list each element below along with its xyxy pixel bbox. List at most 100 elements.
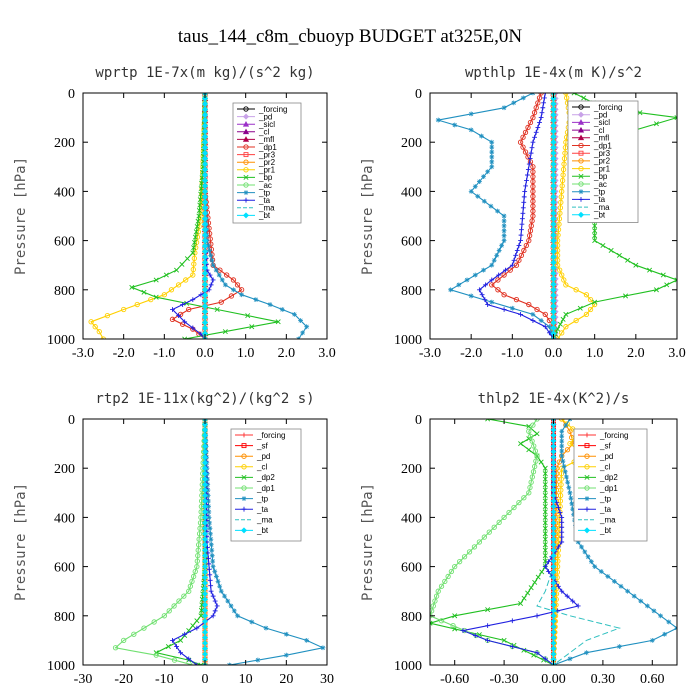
series-pr1-point bbox=[96, 328, 102, 335]
series-dp1-point bbox=[186, 306, 192, 313]
series-tp-point bbox=[566, 485, 572, 490]
series-tp-point bbox=[489, 159, 495, 165]
series-bp-point bbox=[129, 284, 135, 290]
series-pr1-point bbox=[558, 194, 564, 200]
series-tp-point bbox=[567, 490, 573, 496]
series-ta-point bbox=[205, 556, 211, 561]
series-ta-point bbox=[519, 221, 525, 227]
series-tp-point bbox=[489, 144, 495, 150]
series-ta-point bbox=[174, 644, 179, 649]
series-dp1-point bbox=[530, 173, 536, 180]
series-tp-point bbox=[651, 608, 657, 614]
series-dp2-point bbox=[485, 607, 491, 613]
series-bp-point bbox=[198, 191, 204, 197]
series-dp1-point bbox=[522, 149, 529, 155]
series-dp2-point bbox=[542, 487, 548, 493]
series-tp-point bbox=[495, 208, 500, 214]
series-dp1-point bbox=[452, 563, 458, 570]
series-pr1-point bbox=[556, 216, 563, 222]
legend-marker bbox=[584, 464, 590, 470]
legend-label: _bt bbox=[256, 526, 269, 535]
series-pr1-point bbox=[573, 287, 579, 293]
series-ta-point bbox=[503, 267, 508, 273]
legend-marker bbox=[578, 173, 584, 179]
series-bp-point bbox=[184, 256, 190, 262]
series-tp-point bbox=[564, 474, 569, 480]
series-ta-point bbox=[208, 588, 214, 594]
series-tp-point bbox=[210, 558, 216, 564]
series-dp2-point bbox=[542, 553, 548, 559]
series-dp2-point bbox=[532, 579, 538, 585]
series-tp-point bbox=[598, 569, 604, 574]
series-bp-point bbox=[153, 277, 159, 283]
series-dp1-point bbox=[528, 479, 534, 485]
series-ta-point bbox=[542, 656, 548, 662]
legend-marker bbox=[242, 128, 250, 135]
x-tick-label: 3.0 bbox=[318, 346, 336, 361]
series-pr1-point bbox=[558, 199, 564, 205]
series-dp1-point bbox=[521, 247, 527, 254]
series-pr1-point bbox=[562, 145, 569, 151]
series-dp1-point bbox=[534, 453, 540, 459]
series-ta-point bbox=[472, 633, 478, 638]
series-pr1-line bbox=[90, 93, 206, 339]
legend-label: _forcing bbox=[599, 431, 628, 440]
series-dp1-point bbox=[435, 588, 441, 594]
series-pr1-point bbox=[563, 282, 569, 288]
series-ta-point bbox=[182, 631, 188, 637]
legend-marker bbox=[584, 506, 590, 512]
series-pr1-point bbox=[587, 306, 594, 313]
series-bp-point bbox=[674, 115, 677, 121]
legend-marker bbox=[584, 496, 590, 501]
series-dp1-point bbox=[234, 282, 241, 288]
series-dp1-point bbox=[536, 95, 543, 101]
series-tp-point bbox=[205, 493, 211, 498]
legend-label: _ta bbox=[258, 196, 271, 205]
series-tp-point bbox=[217, 583, 223, 589]
series-dp1-point bbox=[186, 588, 192, 594]
x-tick-label: 0.00 bbox=[541, 672, 566, 687]
series-tp-point bbox=[231, 287, 236, 293]
series-dp2-point bbox=[526, 447, 532, 453]
series-dp2-point bbox=[542, 476, 548, 482]
series-ta-point bbox=[518, 232, 524, 238]
y-tick-label: 0 bbox=[68, 87, 75, 102]
series-dp1-point bbox=[176, 598, 182, 604]
series-pr1-point bbox=[557, 267, 563, 273]
series-dp1-point bbox=[516, 257, 522, 263]
series-dp2-point bbox=[452, 613, 458, 619]
legend-marker bbox=[243, 159, 249, 165]
series-ta-point bbox=[206, 566, 212, 572]
series-tp-point bbox=[472, 184, 478, 189]
series-dp1-point bbox=[506, 509, 512, 516]
x-tick-label: -1.0 bbox=[501, 346, 523, 361]
series-pr1-point bbox=[557, 205, 564, 211]
chart-panels: wprtp 1E-7x(m kg)/(s^2 kg) Pressure [hPa]… bbox=[13, 65, 686, 687]
series-tp-point bbox=[477, 179, 482, 184]
series-ta-point bbox=[496, 272, 502, 278]
legend-marker bbox=[242, 113, 250, 120]
series-tp-point bbox=[605, 574, 611, 579]
series-tp-point bbox=[570, 506, 576, 512]
series-pr1-point bbox=[559, 272, 565, 278]
series-tp-point bbox=[562, 469, 568, 475]
figure-title: taus_144_c8m_cbuoyp BUDGET at325E,0N bbox=[178, 26, 523, 47]
series-ta-point bbox=[210, 613, 216, 619]
series-dp1-point bbox=[153, 652, 159, 658]
series-bp-point bbox=[222, 329, 228, 335]
series-tp-point bbox=[491, 257, 497, 263]
legend-marker bbox=[241, 506, 247, 512]
series-tp-point bbox=[501, 223, 507, 229]
series-tp-point bbox=[452, 122, 458, 128]
series-bp-point bbox=[179, 261, 185, 267]
series-bp-point bbox=[192, 234, 198, 240]
series-dp1-point bbox=[526, 490, 532, 496]
legend-label: _forcing bbox=[256, 431, 285, 440]
legend-marker bbox=[577, 126, 585, 133]
legend-label: _mfl bbox=[258, 135, 274, 144]
series-tp-point bbox=[520, 95, 526, 101]
series-bp-point bbox=[182, 336, 188, 339]
series-ta-point bbox=[570, 598, 576, 604]
series-tp-point bbox=[468, 111, 474, 117]
series-dp2-point bbox=[542, 520, 548, 526]
